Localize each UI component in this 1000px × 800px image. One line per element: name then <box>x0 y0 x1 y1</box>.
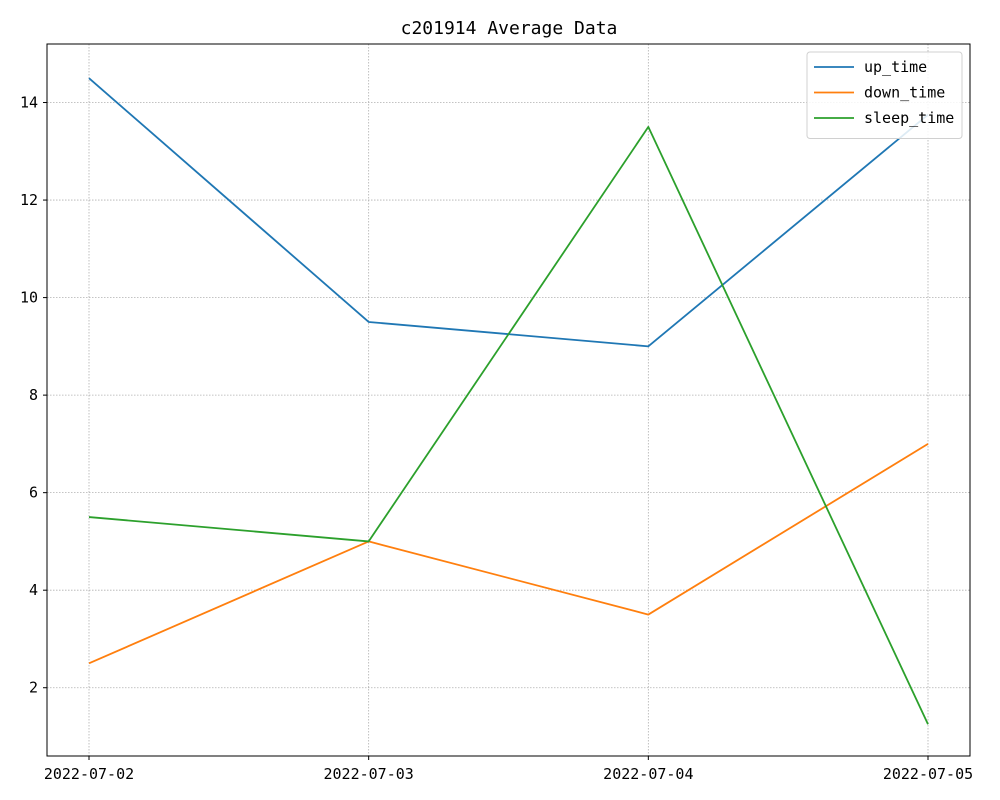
grid-lines <box>47 44 970 756</box>
y-tick-label: 6 <box>29 484 38 502</box>
y-tick-label: 10 <box>20 289 38 307</box>
y-tick-label: 12 <box>20 191 38 209</box>
x-tick-label: 2022-07-04 <box>603 765 693 783</box>
series-lines <box>88 77 929 725</box>
plot-frame <box>46 43 971 757</box>
legend: up_time down_time sleep_time <box>806 51 963 139</box>
series-line-up-time <box>88 77 929 348</box>
y-tick-label: 4 <box>29 581 38 599</box>
legend-box <box>806 51 963 139</box>
x-tick-label: 2022-07-05 <box>883 765 973 783</box>
x-tick-label: 2022-07-03 <box>324 765 414 783</box>
x-tick-label: 2022-07-02 <box>44 765 134 783</box>
legend-label: up_time <box>864 58 927 76</box>
legend-label: sleep_time <box>864 109 954 127</box>
series-line-down-time <box>88 443 929 665</box>
legend-label: down_time <box>864 84 945 102</box>
y-tick-label: 2 <box>29 679 38 697</box>
chart-title: c201914 Average Data <box>401 18 618 39</box>
x-axis-ticks: 2022-07-02 2022-07-03 2022-07-04 2022-07-05 <box>44 756 973 783</box>
y-tick-label: 8 <box>29 386 38 404</box>
series-line-sleep-time <box>88 126 929 725</box>
y-axis-ticks: 2 4 6 8 10 12 14 <box>20 94 47 697</box>
y-tick-label: 14 <box>20 94 38 112</box>
